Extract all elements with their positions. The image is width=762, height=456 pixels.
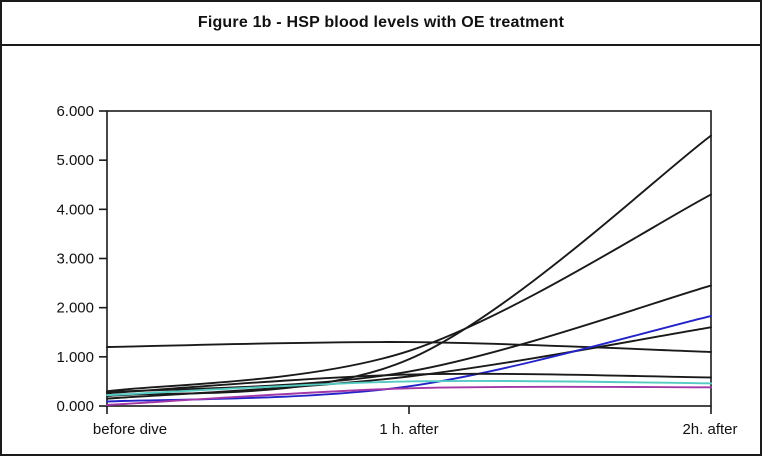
y-axis-tick-label: 1.000: [56, 349, 94, 366]
series-line-subject-9: [106, 385, 712, 406]
series-line-subject-7: [106, 372, 712, 395]
series-line-subject-1: [106, 341, 712, 353]
y-axis-tick-label: 6.000: [56, 103, 94, 120]
chart-title: Figure 1b - HSP blood levels with OE tre…: [197, 14, 565, 31]
series-line-subject-5: [106, 326, 712, 400]
y-axis-tick-label: 5.000: [56, 152, 94, 169]
series-line-subject-3: [106, 193, 712, 393]
x-axis-tick-label: 1 h. after: [379, 421, 438, 438]
y-axis-tick-label: 3.000: [56, 251, 94, 268]
x-axis-tick-label: 2h. after: [682, 421, 737, 438]
y-axis-tick-label: 0.000: [56, 398, 94, 415]
y-axis-tick-label: 4.000: [56, 201, 94, 218]
x-axis-tick-label: before dive: [93, 421, 167, 438]
plot-frame: [106, 110, 712, 407]
series-line-subject-4: [106, 284, 712, 394]
title-separator: [2, 44, 760, 46]
series-line-subject-2: [106, 134, 712, 398]
y-axis-tick-label: 2.000: [56, 300, 94, 317]
series-line-subject-8: [106, 379, 712, 397]
